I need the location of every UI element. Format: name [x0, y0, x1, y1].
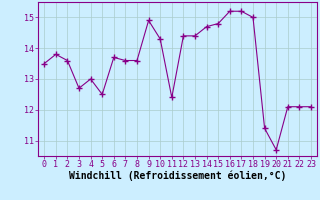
X-axis label: Windchill (Refroidissement éolien,°C): Windchill (Refroidissement éolien,°C) — [69, 171, 286, 181]
